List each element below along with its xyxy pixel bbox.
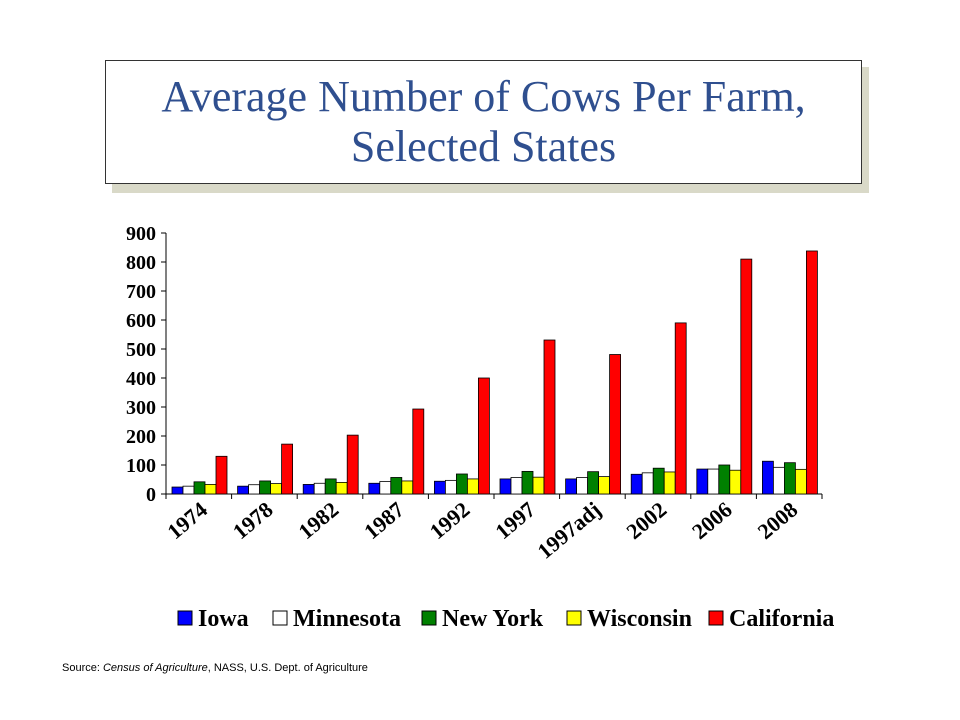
bar-minnesota-2002 [641,472,654,495]
bar-california-2008 [806,250,818,495]
legend-swatch-wisconsin [566,610,582,626]
x-tick-label-1987: 1987 [359,497,409,544]
bar-california-1997 [543,339,556,495]
bar-iowa-1978 [237,485,250,495]
bar-minnesota-1987 [379,481,392,495]
y-tick-label: 600 [126,310,156,332]
bar-minnesota-2006 [707,468,720,495]
bar-wisconsin-2002 [663,471,676,495]
bar-wisconsin-1987 [401,480,414,495]
bar-iowa-2006 [696,468,709,495]
y-tick-label: 500 [126,339,156,361]
bar-new-york-2008 [784,462,796,495]
bar-california-1978 [281,443,294,495]
bar-wisconsin-1992 [466,478,479,495]
bar-california-1987 [412,408,425,495]
bar-minnesota-1997adj [576,477,588,495]
legend-label-iowa: Iowa [198,606,249,632]
x-tick-label-2002: 2002 [621,497,671,544]
legend-label-wisconsin: Wisconsin [587,606,692,632]
y-tick-label: 700 [126,281,156,303]
source-publication: Census of Agriculture [102,662,208,674]
bar-iowa-1974 [171,486,184,495]
y-tick-label: 300 [126,397,156,419]
bar-wisconsin-1978 [270,483,283,495]
bar-new-york-1974 [193,481,206,495]
bar-california-2002 [674,322,687,495]
bar-new-york-2006 [718,464,731,495]
bar-minnesota-1978 [248,484,261,495]
bar-new-york-1978 [259,480,272,495]
bar-california-1997adj [609,354,621,495]
bar-iowa-1982 [302,484,315,495]
bar-wisconsin-1997 [532,476,545,495]
x-tick-label-1997adj: 1997adj [532,497,605,564]
x-tick-label-1978: 1978 [228,497,278,544]
bar-wisconsin-1982 [335,481,348,495]
bar-minnesota-1992 [444,479,457,495]
legend-swatch-minnesota [272,610,288,626]
bar-iowa-2002 [630,473,643,495]
chart-title-line-1: Average Number of Cows Per Farm, [161,72,806,121]
bar-california-1982 [346,434,359,495]
bar-wisconsin-2008 [795,468,807,495]
legend-swatch-new-york [421,610,437,626]
bar-minnesota-2008 [773,466,785,495]
bar-minnesota-1997 [510,477,523,495]
bar-minnesota-1982 [313,482,326,495]
legend-swatch-iowa [177,610,193,626]
bar-wisconsin-1974 [204,484,217,495]
y-tick-label: 200 [126,426,156,448]
bar-new-york-1987 [390,477,403,495]
bar-wisconsin-1997adj [598,476,610,495]
bar-new-york-1997adj [587,471,599,495]
bar-new-york-1997 [521,470,534,495]
bar-new-york-1982 [324,478,337,495]
legend-swatch-california [708,610,724,626]
legend-label-minnesota: Minnesota [293,606,401,632]
x-tick-label-2006: 2006 [687,497,737,544]
x-tick-label-1982: 1982 [293,497,343,544]
bar-iowa-1987 [368,482,381,495]
legend-label-california: California [729,606,834,632]
bar-california-1992 [477,377,490,495]
bar-new-york-2002 [652,467,665,495]
chart-title-line-2: Selected States [350,122,617,171]
x-tick-label-1992: 1992 [425,497,475,544]
bar-california-2006 [740,258,753,495]
source-suffix: , NASS, U.S. Dept. of Agriculture [207,662,368,674]
bar-california-1974 [215,455,228,495]
y-tick-label: 900 [126,223,156,245]
x-tick-label-2008: 2008 [753,497,803,544]
y-tick-label: 100 [126,455,156,477]
y-tick-label: 800 [126,252,156,274]
source-prefix: Source: [62,662,103,674]
bar-minnesota-1974 [182,485,195,495]
y-tick-label: 400 [126,368,156,390]
legend-label-new-york: New York [442,606,544,632]
source-note: Source: Census of Agriculture, NASS, U.S… [62,662,368,674]
y-tick-label: 0 [146,484,156,506]
bar-iowa-1992 [433,480,446,495]
bar-iowa-2008 [762,460,774,495]
x-tick-label-1974: 1974 [162,497,212,544]
bar-new-york-1992 [455,473,468,495]
bar-iowa-1997adj [565,478,577,495]
x-tick-label-1997: 1997 [490,497,540,544]
bar-wisconsin-2006 [729,469,742,495]
title-box: Average Number of Cows Per Farm, Selecte… [105,60,862,184]
bar-iowa-1997 [499,478,512,495]
